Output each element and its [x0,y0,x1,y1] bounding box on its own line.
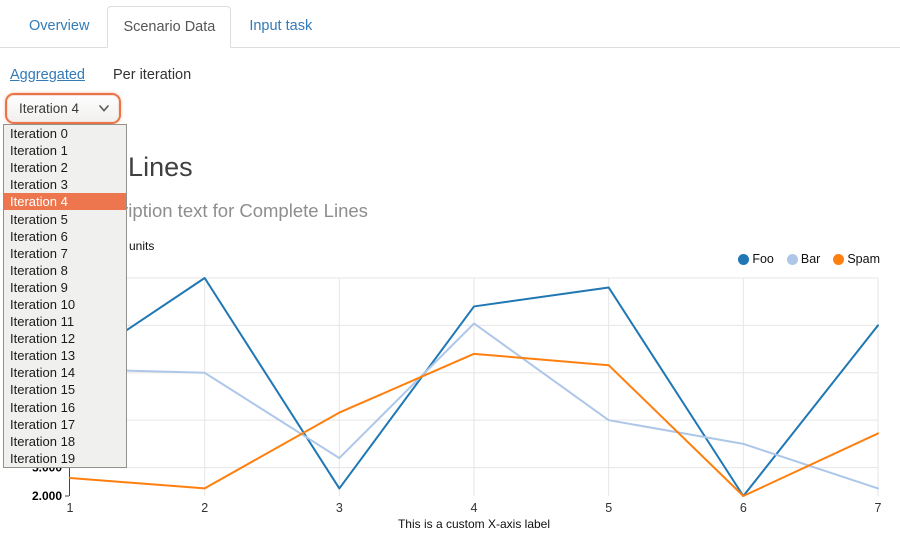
dropdown-option[interactable]: Iteration 19 [10,450,76,466]
series-line-bar [69,322,879,490]
dropdown-option[interactable]: Iteration 9 [10,279,68,295]
x-tick-label: 5 [605,501,612,515]
dropdown-option[interactable]: Iteration 12 [10,331,76,347]
dropdown-option[interactable]: Iteration 16 [10,399,76,415]
dropdown-option[interactable]: Iteration 0 [10,126,68,142]
dropdown-option[interactable]: Iteration 10 [10,296,76,312]
dropdown-option[interactable]: Iteration 3 [10,177,68,193]
x-tick-label: 7 [875,501,882,515]
legend-dot-foo [738,253,750,265]
iteration-dropdown-list: Iteration 0 Iteration 1 Iteration 2 Iterati… [3,124,127,468]
dropdown-option[interactable]: Iteration 2 [10,160,68,176]
tab-overview[interactable]: Overview [29,18,90,34]
x-tick-label: 3 [336,501,343,515]
dropdown-option[interactable]: Iteration 8 [10,262,68,278]
aggregated-link[interactable]: Aggregated [10,67,85,83]
legend-dot-bar [786,253,798,265]
grid-lines [70,277,879,496]
dropdown-option[interactable]: Iteration 14 [10,365,76,381]
tab-input-task[interactable]: Input task [249,18,313,34]
dropdown-option[interactable]: Iteration 13 [10,348,76,364]
dropdown-option[interactable]: Iteration 18 [10,433,76,449]
dropdown-option[interactable]: Iteration 7 [10,245,68,261]
chart-legend: Foo Bar Spam [738,252,880,266]
y-axis-units-label: units [129,239,155,253]
y-tick-label: 2.000 [32,489,62,503]
dropdown-option[interactable]: Iteration 17 [10,416,76,432]
legend-label: Spam [847,252,880,266]
x-axis: 1 2 3 4 5 6 7 [67,501,882,515]
x-tick-label: 6 [740,501,747,515]
dropdown-option[interactable]: Iteration 1 [10,143,68,159]
iteration-select[interactable]: Iteration 4 [7,95,119,122]
dropdown-option[interactable]: Iteration 5 [10,211,68,227]
legend-item-bar[interactable]: Bar [786,252,821,266]
tab-scenario-data[interactable]: Scenario Data [107,6,232,48]
x-tick-label: 4 [471,501,478,515]
top-tab-bar: Overview Scenario Data Input task [0,0,900,48]
dropdown-option[interactable]: Iteration 11 [10,314,75,330]
legend-item-spam[interactable]: Spam [833,252,880,266]
series-line-spam [69,352,879,497]
x-axis-title: This is a custom X-axis label [397,517,551,531]
dropdown-option[interactable]: Iteration 4 [4,193,126,211]
x-tick-label: 2 [201,501,208,515]
dropdown-option[interactable]: Iteration 6 [10,228,68,244]
x-tick-label: 1 [67,501,74,515]
legend-label: Bar [800,252,821,266]
legend-label: Foo [752,252,774,266]
view-mode-subnav: Aggregated Per iteration [10,67,191,83]
legend-dot-spam [833,253,845,265]
chevron-down-icon [99,105,109,112]
per-iteration-label[interactable]: Per iteration [112,67,192,83]
chart-subtitle: Description text for Complete Lines [80,200,368,221]
iteration-select-value: Iteration 4 [19,101,80,116]
legend-item-foo[interactable]: Foo [738,252,774,266]
dropdown-option[interactable]: Iteration 15 [10,382,76,398]
